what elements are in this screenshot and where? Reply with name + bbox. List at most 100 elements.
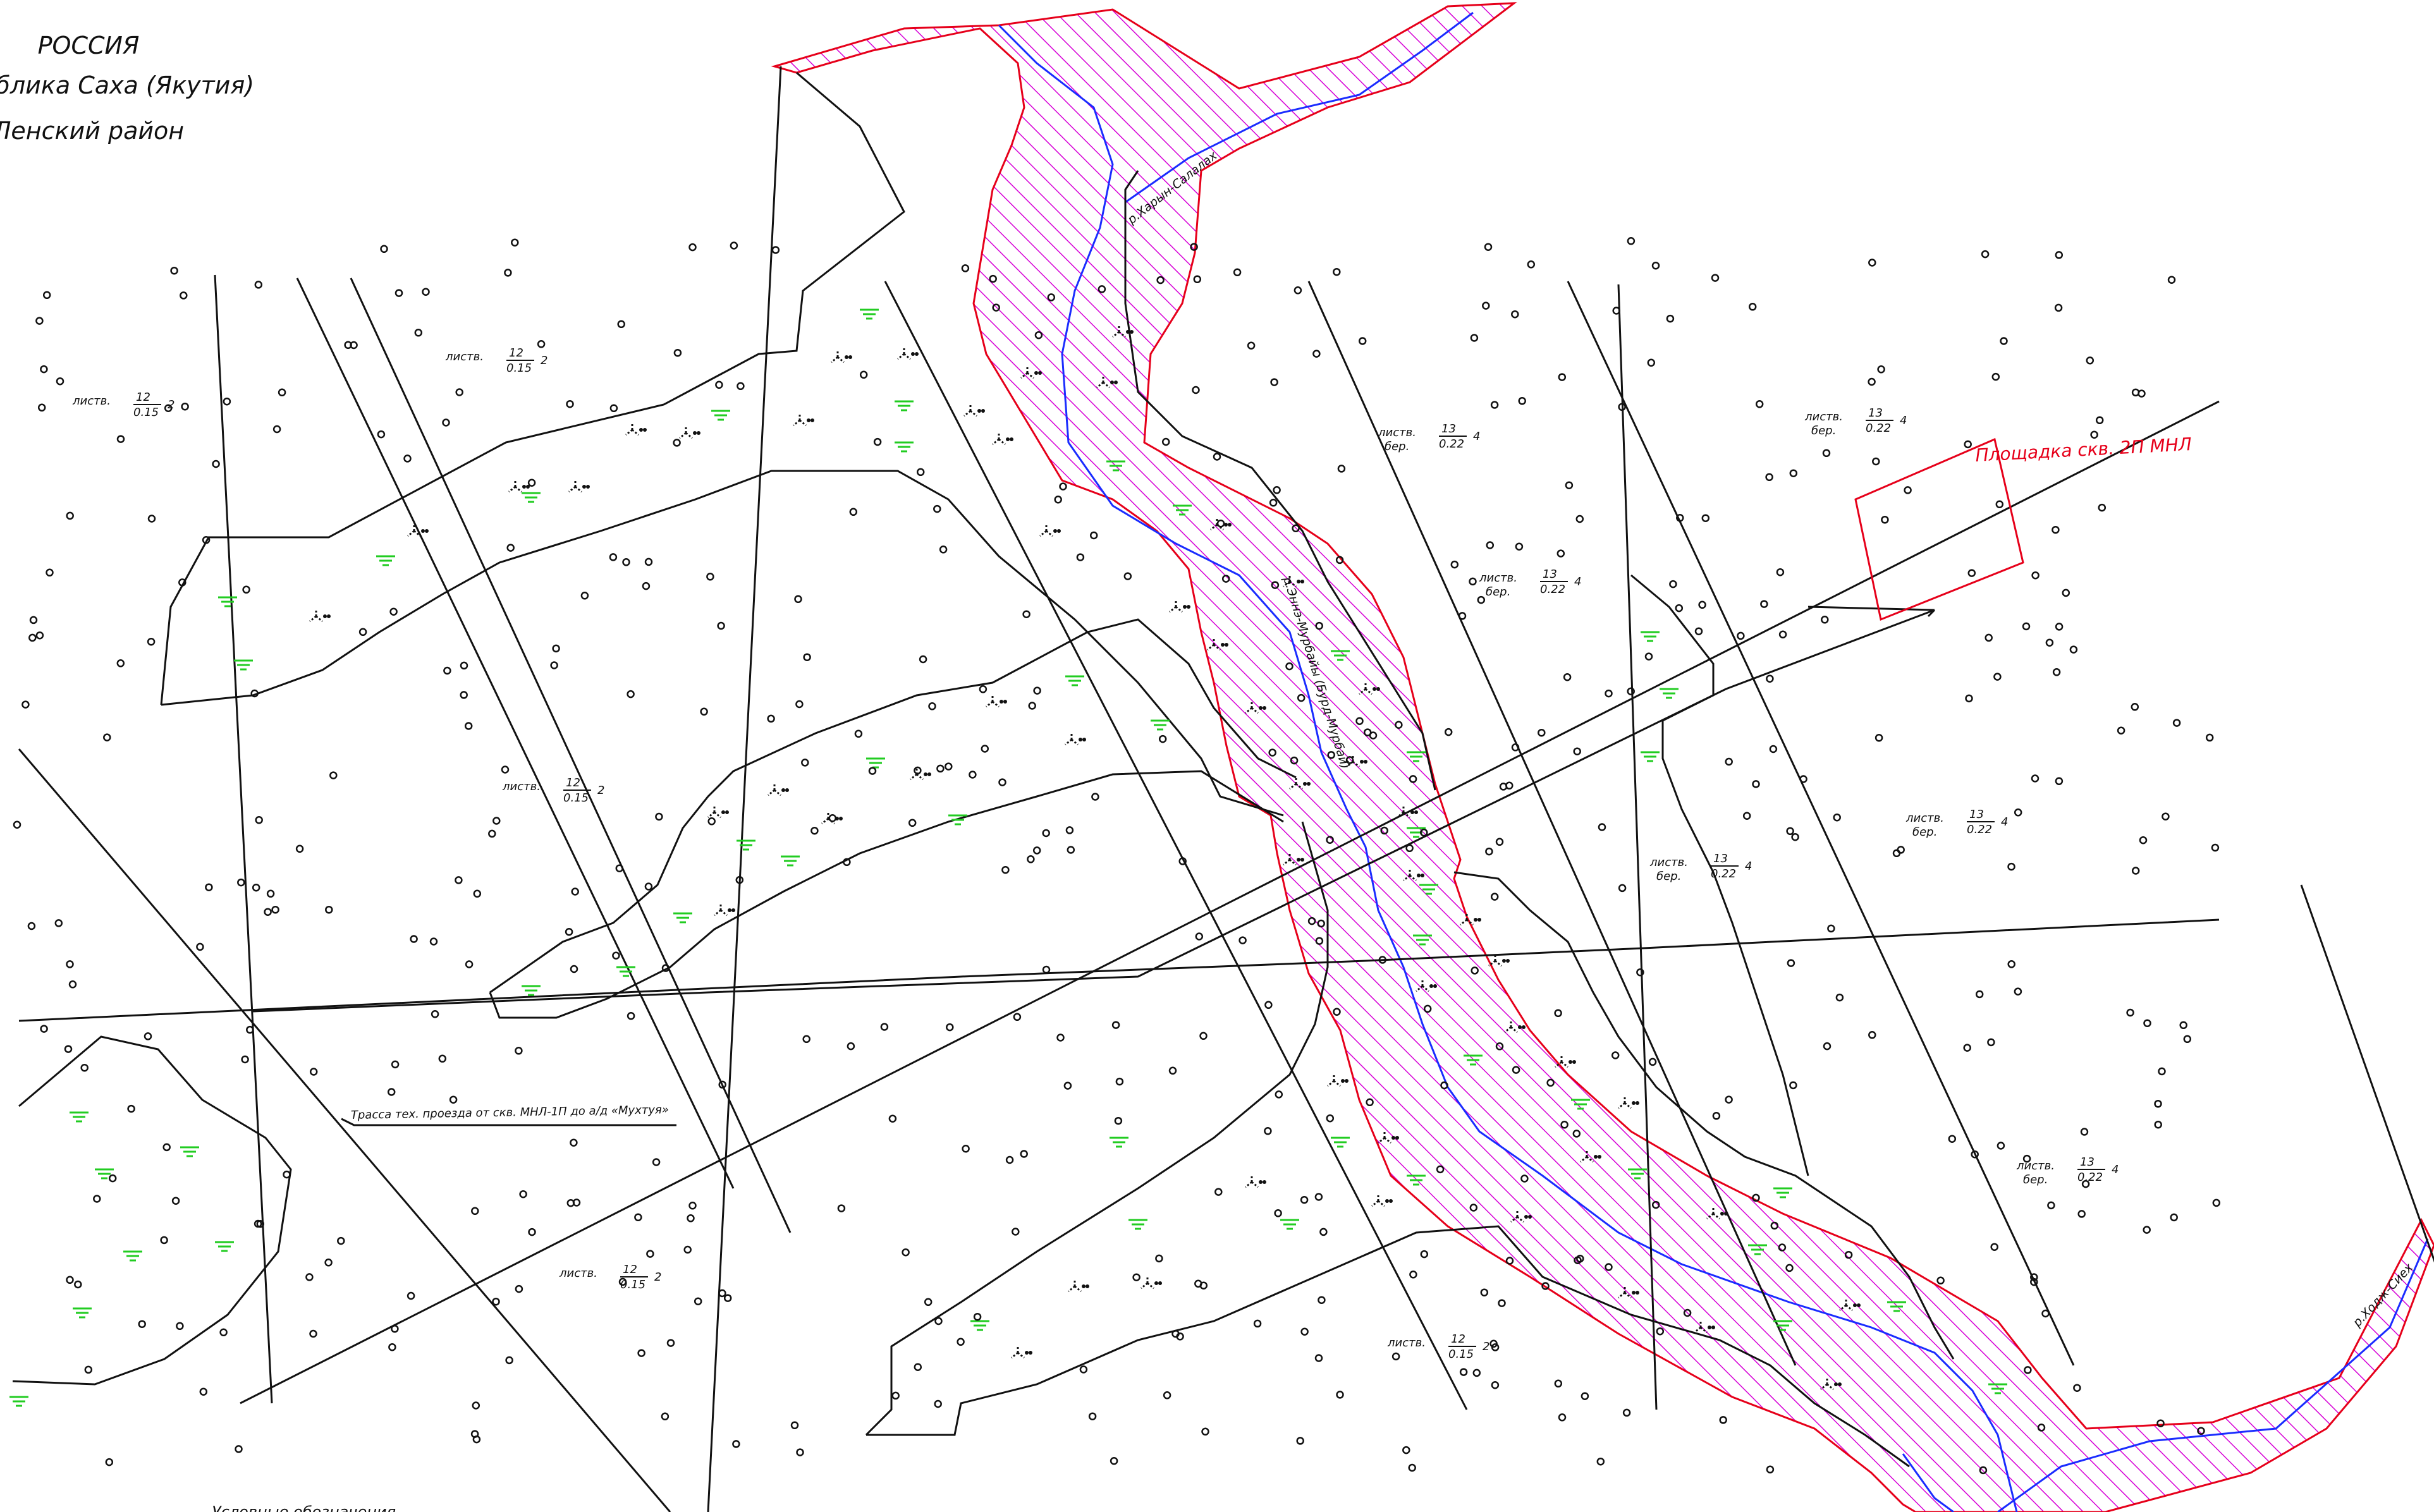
terrain-point xyxy=(1065,826,1074,834)
forest-den: 0.15 xyxy=(620,1278,645,1291)
terrain-point xyxy=(859,370,868,379)
terrain-point xyxy=(1518,397,1526,405)
terrain-point xyxy=(1042,829,1050,838)
terrain-point xyxy=(56,377,64,386)
terrain-point xyxy=(1123,572,1132,580)
terrain-point xyxy=(1490,893,1499,901)
terrain-point xyxy=(1132,1273,1141,1281)
terrain-point xyxy=(66,960,74,968)
terrain-point xyxy=(1268,748,1276,757)
forest-num: 12 xyxy=(623,1263,637,1276)
forest-label: листв. 12 0.15 2 xyxy=(559,1263,661,1291)
terrain-point xyxy=(2037,1424,2046,1432)
terrain-point xyxy=(2031,774,2040,783)
terrain-point xyxy=(1711,274,1720,282)
terrain-point xyxy=(2131,703,2139,711)
terrain-point xyxy=(1874,733,1883,742)
terrain-point xyxy=(1269,499,1278,507)
terrain-point xyxy=(2117,726,2125,735)
terrain-point xyxy=(1089,531,1098,540)
terrain-point xyxy=(1752,780,1760,788)
terrain-point xyxy=(1987,1038,1995,1047)
forest-tail: 2 xyxy=(541,354,547,367)
terrain-point xyxy=(732,1440,740,1448)
forest-label: листв. 12 0.15 2 xyxy=(445,346,547,375)
terrain-point xyxy=(1647,358,1656,367)
terrain-point xyxy=(329,771,338,779)
terrain-point xyxy=(410,935,418,943)
terrain-point xyxy=(1336,1391,1344,1399)
site-square xyxy=(1854,437,2024,621)
terrain-point xyxy=(1765,473,1773,482)
terrain-point xyxy=(924,1298,933,1307)
terrain-point xyxy=(1034,331,1043,339)
terrain-point xyxy=(1273,486,1281,494)
terrain-point xyxy=(1712,1112,1721,1120)
terrain-point xyxy=(1546,1078,1555,1087)
terrain-point xyxy=(242,585,250,594)
terrain-point xyxy=(634,1213,642,1222)
terrain-point xyxy=(1233,268,1242,277)
terrain-point xyxy=(571,887,579,896)
terrain-point xyxy=(1598,823,1606,831)
terrain-point xyxy=(407,1291,415,1300)
terrain-point xyxy=(1778,630,1787,638)
terrain-point xyxy=(572,1198,581,1207)
terrain-point xyxy=(2054,303,2063,312)
terrain-point xyxy=(2041,1309,2050,1318)
forest-den: 0.22 xyxy=(1967,823,1992,836)
terrain-point xyxy=(1964,440,1972,449)
forest-num: 13 xyxy=(1868,406,1883,420)
terrain-point xyxy=(28,633,37,642)
terrain-point xyxy=(116,659,125,668)
terrain-point xyxy=(2073,1384,2081,1392)
terrain-point xyxy=(1827,924,1835,933)
terrain-point xyxy=(1823,1042,1832,1051)
terrain-point xyxy=(1469,1204,1478,1212)
terrain-point xyxy=(957,1338,965,1346)
terrain-point xyxy=(1155,1254,1163,1263)
terrain-point xyxy=(1769,745,1778,753)
terrain-point xyxy=(1264,1127,1272,1135)
terrain-point xyxy=(1484,243,1493,251)
terrain-point xyxy=(1450,560,1459,569)
terrain-point xyxy=(1161,437,1170,446)
terrain-point xyxy=(1833,813,1841,822)
terrain-point xyxy=(1844,1250,1853,1259)
forest-label: листв. 12 0.15 2 xyxy=(1387,1332,1489,1361)
terrain-point xyxy=(2077,1210,2086,1218)
terrain-point xyxy=(1391,1352,1400,1361)
terrain-point xyxy=(1032,846,1041,855)
terrain-point xyxy=(1897,846,1905,854)
terrain-point xyxy=(2047,1201,2055,1210)
terrain-point xyxy=(492,1297,500,1306)
terrain-point xyxy=(1527,260,1536,269)
terrain-point xyxy=(1192,386,1200,394)
terrain-point xyxy=(1470,334,1479,342)
terrain-point xyxy=(936,764,945,773)
terrain-point xyxy=(718,1289,726,1298)
terrain-point xyxy=(13,820,21,829)
terrain-point xyxy=(504,269,512,277)
terrain-point xyxy=(1358,337,1367,345)
terrain-point xyxy=(854,729,863,738)
terrain-point xyxy=(1458,612,1467,620)
terrain-point xyxy=(566,399,574,408)
terrain-point xyxy=(618,1277,627,1286)
terrain-point xyxy=(609,404,618,413)
forest-label: листв.бер. 130.22 4 xyxy=(1378,422,1480,453)
terrain-point xyxy=(1176,1332,1184,1341)
terrain-point xyxy=(181,402,189,411)
terrain-point xyxy=(642,582,651,590)
terrain-point xyxy=(472,1435,481,1444)
terrain-point xyxy=(254,281,263,289)
terrain-point xyxy=(1821,616,1829,624)
terrain-point xyxy=(1651,1200,1660,1209)
terrain-point xyxy=(2154,1099,2162,1108)
forest-tail: 2 xyxy=(654,1271,661,1284)
rivers xyxy=(998,11,2429,1512)
terrain-point xyxy=(1669,580,1677,588)
terrain-point xyxy=(1199,1032,1208,1040)
terrain-point xyxy=(488,829,496,838)
terrain-point xyxy=(1495,1042,1504,1051)
